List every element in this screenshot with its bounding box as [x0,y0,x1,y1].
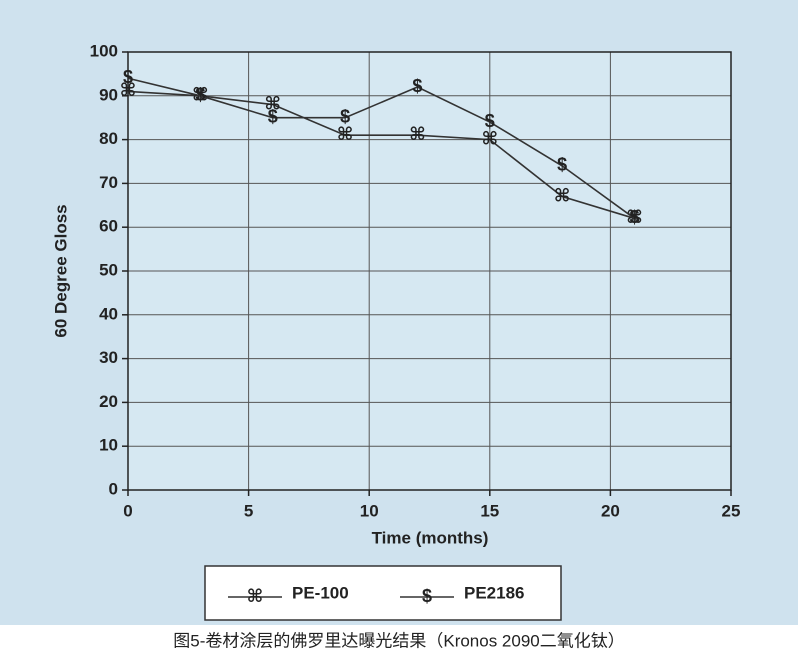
x-axis-title: Time (months) [372,528,489,547]
y-axis-title: 60 Degree Gloss [51,204,70,337]
data-point: ⌘ [120,80,137,100]
y-tick-label: 80 [99,129,118,148]
y-tick-label: 30 [99,348,118,367]
x-tick-label: 25 [722,501,741,520]
legend [204,565,562,621]
data-point: ⌘ [192,85,209,105]
y-tick-label: 100 [90,41,118,60]
data-point: $ [557,155,567,175]
caption: 图5-卷材涂层的佛罗里达曝光结果（Kronos 2090二氧化钛） [173,631,625,650]
data-point: ⌘ [337,124,354,144]
series-line [127,77,635,220]
y-tick-label: 50 [99,260,118,279]
data-point: $ [412,76,422,96]
data-point: $ [268,106,278,126]
data-point: ⌘ [409,124,426,144]
x-tick-label: 20 [601,501,620,520]
legend-label: PE2186 [464,583,525,602]
y-tick-label: 20 [99,392,118,411]
x-tick-label: 5 [244,501,253,520]
data-point: ⌘ [481,128,498,148]
series-line [127,90,635,220]
y-tick-label: 70 [99,173,118,192]
x-tick-label: 15 [480,501,499,520]
data-point: $ [630,207,640,227]
y-tick-label: 40 [99,304,118,323]
data-point: $ [123,67,133,87]
y-tick-label: 0 [109,479,118,498]
data-point: $ [340,106,350,126]
y-tick-label: 60 [99,217,118,236]
data-point: $ [485,111,495,131]
data-point: ⌘ [554,185,571,205]
x-tick-label: 0 [123,501,132,520]
legend-marker: ⌘ [247,586,264,606]
data-point: ⌘ [626,207,643,227]
y-tick-label: 10 [99,436,118,455]
legend-label: PE-100 [292,583,349,602]
data-point: $ [195,85,205,105]
plot-frame [127,51,732,491]
legend-marker: $ [422,586,432,606]
x-tick-label: 10 [360,501,379,520]
data-point: ⌘ [264,93,281,113]
y-tick-label: 90 [99,85,118,104]
